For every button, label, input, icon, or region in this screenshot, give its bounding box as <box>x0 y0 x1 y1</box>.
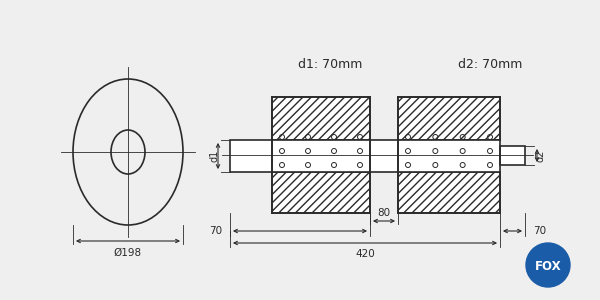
Ellipse shape <box>73 79 183 225</box>
Text: 70: 70 <box>209 226 222 236</box>
Bar <box>370 140 398 172</box>
Bar <box>398 140 500 172</box>
Bar <box>230 140 272 172</box>
Bar <box>272 140 370 172</box>
Bar <box>272 172 370 213</box>
Ellipse shape <box>111 130 145 174</box>
Bar <box>500 146 525 165</box>
Text: d2: 70mm: d2: 70mm <box>458 58 522 71</box>
Bar <box>398 172 500 213</box>
Circle shape <box>526 243 570 287</box>
Text: 80: 80 <box>377 208 391 218</box>
Bar <box>398 97 500 140</box>
Text: d1: d1 <box>210 150 220 162</box>
Text: Ø198: Ø198 <box>114 248 142 258</box>
Bar <box>272 97 370 140</box>
Text: 420: 420 <box>355 249 375 259</box>
Text: d1: 70mm: d1: 70mm <box>298 58 362 71</box>
Text: FOX: FOX <box>535 260 562 272</box>
Text: d2: d2 <box>535 149 545 162</box>
Text: 70: 70 <box>533 226 546 236</box>
